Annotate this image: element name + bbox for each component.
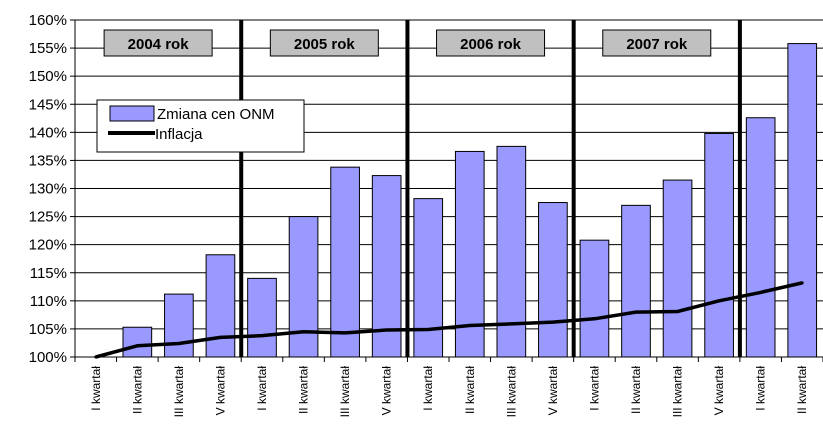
y-tick-label: 100%	[29, 349, 67, 366]
x-category-label: I kwartał	[754, 366, 768, 411]
x-axis-labels: I kwartał II kwartał III kwartał V kwartał I…	[89, 366, 809, 418]
year-label: 2006 rok	[460, 36, 522, 53]
legend-label-bar: Zmiana cen ONM	[157, 106, 275, 123]
inflation-point	[592, 317, 596, 321]
bar	[662, 179, 693, 358]
legend-swatch-bar	[109, 105, 155, 122]
legend: Zmiana cen ONM Inflacja	[96, 99, 305, 153]
bar	[621, 204, 651, 358]
x-category-label: V kwartał	[546, 366, 560, 416]
x-category-label: II kwartał	[629, 366, 643, 414]
inflation-point	[135, 344, 139, 348]
x-category-label: I kwartał	[587, 366, 601, 411]
bar	[205, 254, 236, 358]
year-label: 2007 rok	[626, 36, 688, 53]
y-tick-label: 145%	[29, 96, 67, 113]
x-category-label: II kwartał	[130, 366, 144, 414]
year-dividers	[239, 20, 742, 357]
inflation-point	[676, 310, 680, 314]
y-tick-label: 110%	[30, 293, 67, 310]
y-tick-label: 120%	[29, 237, 67, 254]
year-label-box	[103, 29, 213, 57]
y-tick-label: 105%	[29, 321, 67, 338]
inflation-line	[95, 281, 803, 359]
bar	[787, 43, 818, 358]
inflation-point	[551, 320, 555, 324]
inflation-point	[218, 335, 222, 339]
inflation-point	[385, 328, 389, 332]
x-category-label: I kwartał	[255, 366, 269, 411]
y-tick-label: 160%	[29, 12, 67, 29]
y-tick-label: 150%	[29, 68, 67, 85]
x-category-label: II kwartał	[795, 366, 809, 414]
bar	[579, 239, 610, 358]
legend-label-line: Inflacja	[155, 126, 203, 143]
x-category-label: II kwartał	[463, 366, 477, 414]
bar	[247, 277, 277, 358]
inflation-point	[509, 322, 513, 326]
inflation-point	[177, 342, 181, 346]
x-category-label: III kwartał	[172, 366, 186, 418]
inflation-point	[302, 330, 306, 334]
inflation-point	[717, 299, 721, 303]
bar	[288, 216, 319, 358]
x-category-label: V kwartał	[380, 366, 394, 416]
inflation-point	[759, 290, 763, 294]
x-category-label: III kwartał	[671, 366, 685, 418]
x-category-label: III kwartał	[504, 366, 518, 418]
year-label: 2004 rok	[128, 36, 190, 53]
y-tick-label: 115%	[30, 265, 67, 282]
bar	[122, 326, 153, 358]
y-tick-label: 130%	[29, 181, 67, 198]
year-label: 2005 rok	[294, 36, 356, 53]
bar	[745, 117, 776, 358]
y-axis-ticks: 100% 105% 110% 115% 120% 125% 130% 135% 140% 145%…	[29, 12, 75, 366]
y-tick-label: 135%	[29, 152, 67, 169]
x-category-label: I kwartał	[421, 366, 435, 411]
y-tick-label: 155%	[29, 40, 67, 57]
bar	[164, 293, 194, 358]
year-label-box	[436, 29, 546, 57]
inflation-point	[260, 334, 264, 338]
inflation-point	[468, 324, 472, 328]
year-label-box	[602, 29, 712, 57]
y-tick-label: 140%	[29, 124, 67, 141]
bar	[330, 166, 360, 358]
inflation-series	[94, 281, 804, 359]
year-labels: 2004 rok 2005 rok 2006 rok 2007 rok	[103, 29, 712, 57]
x-category-label: III kwartał	[338, 366, 352, 418]
bar	[538, 202, 568, 358]
x-category-label: II kwartał	[297, 366, 311, 414]
bar	[704, 132, 734, 358]
y-tick-label: 125%	[29, 209, 67, 226]
x-category-label: V kwartał	[712, 366, 726, 416]
inflation-point	[426, 327, 430, 331]
inflation-point	[800, 281, 804, 285]
x-category-label: I kwartał	[89, 366, 103, 411]
bar	[413, 198, 444, 358]
inflation-point	[634, 310, 638, 314]
bar	[454, 150, 485, 358]
inflation-point	[343, 331, 347, 335]
x-category-label: V kwartał	[213, 366, 227, 416]
year-label-box	[269, 29, 379, 57]
